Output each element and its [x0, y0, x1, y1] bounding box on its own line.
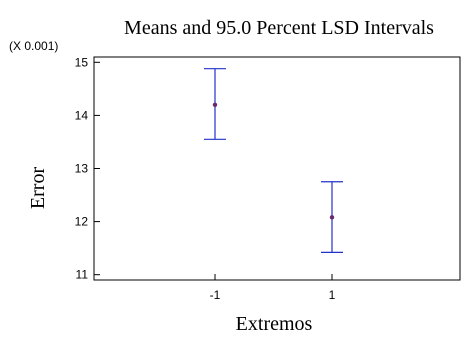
- y-tick-label: 14: [75, 108, 89, 122]
- chart-title: Means and 95.0 Percent LSD Intervals: [124, 17, 434, 39]
- y-tick-label: 13: [75, 162, 89, 176]
- y-axis-label: Error: [27, 167, 49, 210]
- y-tick-label: 11: [76, 268, 89, 282]
- x-tick-label: -1: [210, 288, 221, 302]
- interval-group: [321, 181, 343, 253]
- x-axis-label: Extremos: [236, 313, 313, 335]
- x-tick-label: 1: [329, 288, 336, 302]
- mean-point: [329, 215, 335, 220]
- y-scale-note: (X 0.001): [9, 39, 58, 53]
- y-axis-ticks: 11 12 13 14 15: [75, 55, 100, 282]
- plot-frame: [93, 56, 461, 281]
- mean-point: [212, 102, 218, 107]
- y-tick-label: 15: [75, 55, 89, 69]
- y-tick-label: 12: [75, 215, 89, 229]
- x-axis-ticks: -1 1: [210, 274, 336, 302]
- interval-group: [204, 68, 226, 140]
- lsd-intervals: [204, 68, 343, 253]
